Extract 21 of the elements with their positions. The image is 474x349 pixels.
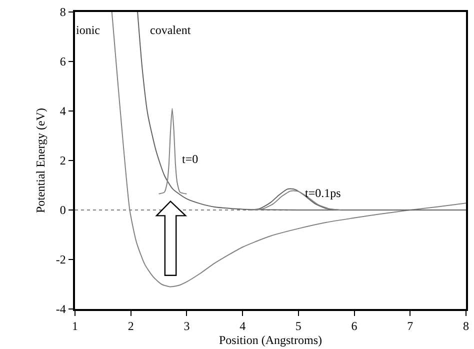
series-label: covalent (150, 23, 192, 37)
y-tick-label: 0 (60, 203, 66, 218)
series-label: ionic (76, 23, 100, 37)
x-tick-label: 4 (240, 319, 246, 334)
y-axis-title: Potential Energy (eV) (34, 108, 48, 214)
x-tick-label: 6 (351, 319, 358, 334)
x-tick-label: 5 (295, 319, 302, 334)
x-axis-title: Position (Angstroms) (218, 333, 322, 348)
x-tick-label: 3 (184, 319, 190, 334)
y-tick-label: -2 (56, 252, 66, 267)
y-tick-label: 4 (60, 104, 66, 118)
series-label: t=0 (182, 152, 198, 166)
x-tick-label: 2 (128, 319, 134, 334)
y-tick-label: 8 (60, 5, 66, 20)
series-label: t=0.1ps (305, 186, 342, 200)
x-tick-label: 1 (72, 319, 78, 334)
y-tick-label: 6 (60, 54, 66, 69)
y-tick-label: -4 (56, 302, 66, 316)
x-tick-label: 7 (407, 319, 414, 334)
y-tick-label: 2 (60, 154, 66, 168)
x-tick-label: 8 (463, 319, 469, 334)
